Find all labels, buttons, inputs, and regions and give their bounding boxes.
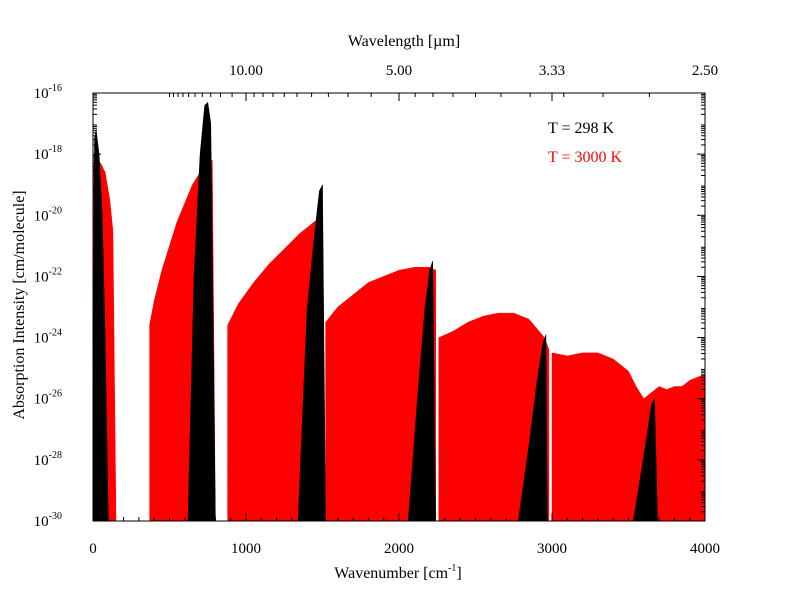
top-tick-label: 3.33 bbox=[539, 63, 565, 79]
series-1 bbox=[92, 101, 658, 522]
x-tick-label: 1000 bbox=[231, 541, 261, 557]
y-tick-label: 10-30 bbox=[34, 511, 62, 530]
top-axis-title: Wavelength [µm] bbox=[348, 33, 460, 50]
y-tick-label: 10-20 bbox=[34, 205, 62, 224]
x-axis-title: Wavenumber [cm-1] bbox=[334, 563, 461, 582]
x-tick-label: 3000 bbox=[537, 541, 567, 557]
x-axis-title-sup: -1 bbox=[448, 563, 456, 574]
series-0-band-4 bbox=[438, 312, 550, 522]
y-tick-label: 10-16 bbox=[34, 83, 62, 102]
axes-layer: 0 1000 2000 3000 4000 10.00 5.00 3.33 2.50 10-30 1… bbox=[34, 63, 720, 557]
x-tick-label: 4000 bbox=[690, 541, 720, 557]
top-tick-label: 2.50 bbox=[692, 63, 718, 79]
legend-entry-298k: T = 298 K bbox=[548, 120, 615, 137]
x-tick-label: 0 bbox=[89, 541, 97, 557]
top-tick-label: 5.00 bbox=[386, 63, 412, 79]
series-0-band-3 bbox=[325, 267, 436, 522]
y-tick-label: 10-28 bbox=[34, 450, 62, 469]
legend-entry-3000k: T = 3000 K bbox=[548, 149, 623, 166]
series-0-band-5 bbox=[551, 352, 645, 522]
y-tick-label: 10-18 bbox=[34, 144, 62, 163]
y-axis-title: Absorption Intensity [cm/molecule] bbox=[11, 190, 28, 419]
x-axis-title-end: ] bbox=[456, 565, 461, 582]
y-tick-label: 10-24 bbox=[34, 328, 62, 347]
series-1-band-1 bbox=[187, 101, 216, 522]
x-axis-title-main: Wavenumber [cm bbox=[334, 565, 448, 582]
x-tick-label: 2000 bbox=[384, 541, 414, 557]
series-0 bbox=[92, 159, 706, 522]
y-tick-label: 10-22 bbox=[34, 266, 62, 285]
top-tick-label: 10.00 bbox=[229, 63, 263, 79]
data-layer bbox=[92, 101, 706, 522]
y-tick-label: 10-26 bbox=[34, 389, 62, 408]
